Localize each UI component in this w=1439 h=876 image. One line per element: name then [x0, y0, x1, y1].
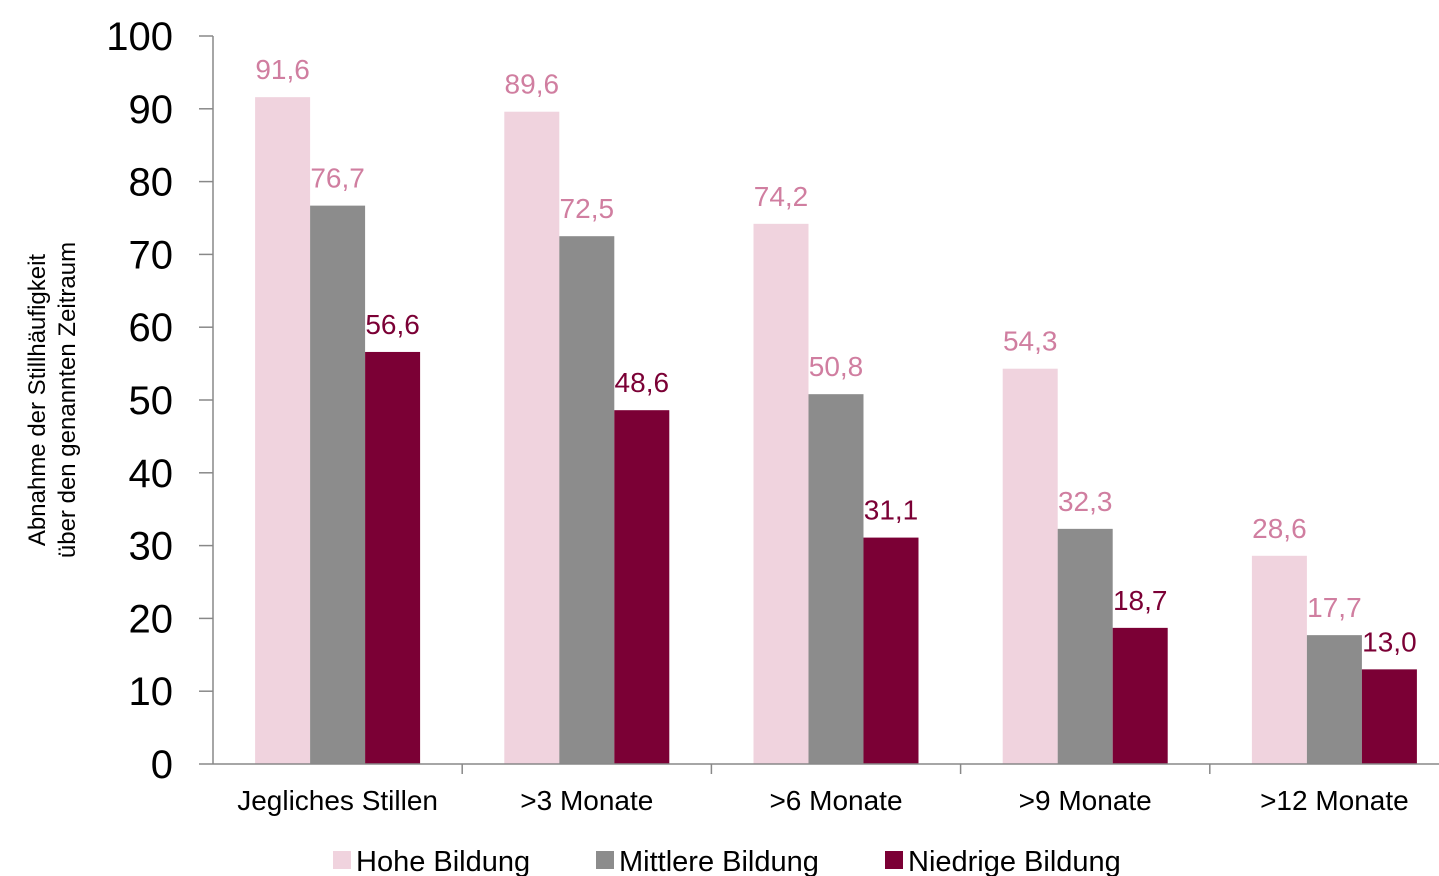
- bar: [1057, 528, 1113, 764]
- bar: [559, 236, 615, 764]
- bar: [753, 223, 809, 765]
- y-tick-label: 40: [129, 452, 174, 496]
- data-label: 54,3: [1003, 326, 1058, 357]
- y-tick-label: 90: [129, 88, 174, 132]
- y-tick-label: 50: [129, 379, 174, 423]
- bar: [1306, 635, 1362, 764]
- y-axis-title: Abnahme der Stillhäufigkeit über den gen…: [24, 242, 81, 558]
- bar: [1002, 368, 1058, 764]
- legend-label: Mittlere Bildung: [619, 846, 819, 876]
- bars: [255, 97, 1417, 765]
- x-tick-label: >9 Monate: [1019, 785, 1152, 816]
- legend: Hohe Bildung Mittlere Bildung Niedrige Bil…: [333, 846, 1121, 876]
- bar: [614, 410, 670, 764]
- y-tick-label: 100: [106, 15, 173, 59]
- y-tick-label: 10: [129, 670, 174, 714]
- data-label: 50,8: [809, 351, 864, 382]
- bar: [808, 394, 864, 764]
- bar: [1361, 669, 1417, 764]
- y-tick-label: 0: [151, 743, 173, 787]
- y-axis-title-line-1: Abnahme der Stillhäufigkeit: [24, 254, 51, 547]
- data-label: 17,7: [1307, 592, 1362, 623]
- data-label: 48,6: [615, 367, 670, 398]
- data-label: 72,5: [560, 193, 615, 224]
- data-label: 28,6: [1252, 513, 1307, 544]
- legend-label: Hohe Bildung: [356, 846, 530, 876]
- bar: [255, 97, 311, 765]
- legend-label: Niedrige Bildung: [908, 846, 1121, 876]
- legend-swatch: [885, 851, 903, 869]
- legend-swatch: [333, 851, 351, 869]
- bar: [1251, 555, 1307, 764]
- data-label: 91,6: [255, 54, 310, 85]
- data-label: 74,2: [754, 181, 809, 212]
- axes: [212, 36, 1439, 774]
- bar: [365, 351, 421, 764]
- x-tick-label: >6 Monate: [769, 785, 902, 816]
- y-tick-label: 80: [129, 161, 174, 205]
- bar: [1112, 627, 1168, 764]
- y-axis-title-line-2: über den genannten Zeitraum: [54, 242, 81, 558]
- y-tick-label: 30: [129, 525, 174, 569]
- data-label: 76,7: [310, 163, 365, 194]
- y-tick-label: 60: [129, 306, 174, 350]
- category-labels: Jegliches Stillen >3 Monate >6 Monate >9 Mo…: [237, 785, 1409, 816]
- data-label: 18,7: [1113, 585, 1168, 616]
- bar: [863, 537, 919, 764]
- x-tick-label: >12 Monate: [1260, 785, 1409, 816]
- y-axis-ticks: 0 10 20 30 40 50 60 70 80 90 100: [106, 15, 213, 787]
- x-tick-label: >3 Monate: [520, 785, 653, 816]
- data-label: 31,1: [864, 495, 919, 526]
- data-label: 89,6: [505, 69, 560, 100]
- x-tick-label: Jegliches Stillen: [237, 785, 438, 816]
- bar: [504, 111, 560, 765]
- data-label: 56,6: [365, 309, 420, 340]
- y-tick-label: 20: [129, 597, 174, 641]
- data-label: 13,0: [1362, 626, 1417, 657]
- data-labels: 91,6 76,7 56,6 89,6 72,5 48,6 74,2 50,8 31,1 54,3…: [255, 54, 1416, 657]
- data-label: 32,3: [1058, 486, 1113, 517]
- legend-swatch: [596, 851, 614, 869]
- bar: [310, 205, 366, 764]
- y-tick-label: 70: [129, 233, 174, 277]
